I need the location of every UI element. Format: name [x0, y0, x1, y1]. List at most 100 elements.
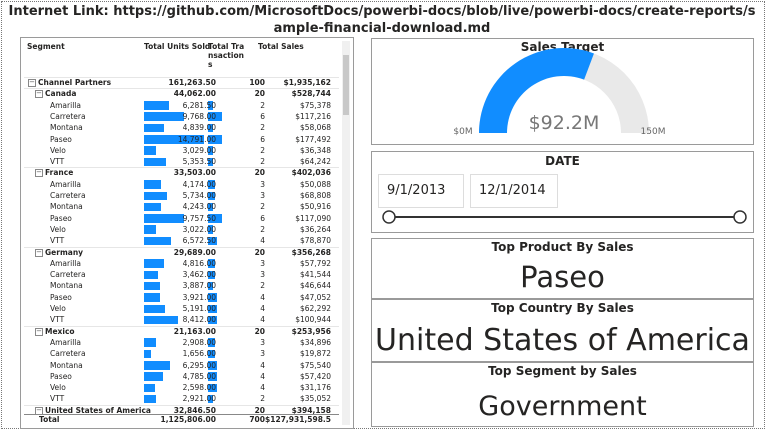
table-cell: $394,158: [291, 405, 331, 415]
transactions-data-bar: [208, 236, 218, 246]
table-cell: 14,791.00: [177, 134, 216, 144]
card-title: Top Product By Sales: [491, 240, 634, 254]
table-cell: 3,029.00: [182, 145, 216, 155]
units-data-bar: [144, 214, 184, 223]
table-cell: 20: [254, 326, 265, 336]
expand-toggle[interactable]: −: [35, 247, 43, 257]
table-cell: $36,264: [299, 224, 331, 234]
units-data-bar: [144, 202, 162, 212]
table-cell: $64,242: [299, 157, 331, 167]
table-cell: 3: [260, 337, 265, 347]
table-cell: 3: [260, 270, 265, 280]
slider-handle-end[interactable]: [733, 210, 747, 224]
table-cell: 6: [260, 134, 265, 144]
date-slicer[interactable]: DATE 9/1/2013 12/1/2014: [371, 151, 754, 233]
table-cell: $100,944: [295, 315, 331, 325]
table-cell: $41,544: [299, 270, 331, 280]
table-cell: $75,540: [299, 360, 331, 370]
units-data-bar: [144, 101, 170, 110]
transactions-data-bar: [208, 394, 213, 404]
table-cell: $31,176: [299, 383, 331, 393]
table-cell: 2,921.00: [182, 394, 216, 404]
table-cell: $50,916: [299, 202, 331, 212]
table-cell: $117,216: [295, 111, 331, 121]
table-cell: 3,462.00: [182, 270, 216, 280]
column-header: Segment: [27, 42, 65, 51]
table-cell: 20: [254, 168, 265, 178]
table-cell: 4: [260, 360, 265, 370]
units-data-bar: [144, 338, 156, 347]
units-data-bar: [144, 259, 164, 268]
transactions-data-bar: [208, 225, 213, 234]
matrix-visual[interactable]: Segment Total Units Sold Total Transaction…: [20, 37, 354, 429]
transactions-data-bar: [208, 293, 218, 302]
expand-toggle[interactable]: −: [35, 89, 43, 99]
scrollbar[interactable]: [342, 41, 350, 425]
table-cell: 21,163.00: [173, 326, 216, 336]
card-value: Paseo: [520, 260, 605, 294]
row-label: Amarilla: [50, 258, 81, 268]
table-cell: $356,268: [291, 247, 331, 257]
row-label: Mexico: [45, 326, 75, 336]
table-cell: 20: [254, 247, 265, 257]
row-label: Montana: [50, 360, 83, 370]
transactions-data-bar: [208, 135, 222, 144]
table-cell: 6: [260, 111, 265, 121]
table-cell: $57,792: [299, 258, 331, 268]
row-label: Amarilla: [50, 179, 81, 189]
units-data-bar: [144, 372, 164, 381]
table-cell: 4,785.00: [182, 371, 216, 381]
total-cell: $127,931,598.5: [265, 415, 331, 424]
row-label: VTT: [50, 315, 65, 325]
transactions-data-bar: [208, 270, 215, 280]
table-cell: 3,022.00: [182, 224, 216, 234]
total-divider: [24, 414, 339, 415]
table-cell: $57,420: [299, 371, 331, 381]
table-cell: 5,191.00: [182, 304, 216, 313]
row-label: Velo: [50, 224, 66, 234]
row-label: Paseo: [50, 292, 72, 302]
row-label: Paseo: [50, 213, 72, 223]
row-label: Amarilla: [50, 337, 81, 347]
table-cell: 2: [260, 281, 265, 291]
table-cell: 33,503.00: [173, 168, 216, 178]
table-cell: 2: [260, 100, 265, 110]
transactions-data-bar: [208, 123, 213, 133]
row-label: Velo: [50, 304, 66, 313]
scroll-thumb[interactable]: [343, 55, 349, 115]
expand-toggle[interactable]: −: [28, 78, 36, 87]
row-label: VTT: [50, 157, 65, 167]
table-cell: 2: [260, 202, 265, 212]
table-cell: 2,598.00: [182, 383, 216, 393]
row-label: Paseo: [50, 134, 72, 144]
header-title: Internet Link: https://github.com/Micros…: [8, 4, 756, 36]
table-cell: 9,768.00: [182, 111, 216, 121]
date-range-slider[interactable]: [372, 207, 753, 227]
transactions-data-bar: [208, 338, 215, 347]
card-value: Government: [478, 391, 647, 422]
expand-toggle[interactable]: −: [35, 326, 43, 336]
total-cell: 1,125,806.00: [160, 415, 216, 424]
slider-handle-start[interactable]: [382, 210, 396, 224]
table-cell: 4,243.00: [182, 202, 216, 212]
units-data-bar: [144, 236, 171, 246]
table-cell: $34,896: [299, 337, 331, 347]
row-label: Velo: [50, 145, 66, 155]
column-header: Total Transactions: [208, 42, 245, 69]
table-cell: 1,656.00: [182, 349, 216, 359]
table-cell: 6,281.50: [182, 100, 216, 110]
table-cell: 2: [260, 394, 265, 404]
row-divider: [24, 325, 339, 327]
table-cell: $78,870: [299, 236, 331, 246]
table-cell: 8,412.00: [182, 315, 216, 325]
units-data-bar: [144, 304, 166, 313]
table-cell: $68,808: [299, 191, 331, 200]
start-date[interactable]: 9/1/2013: [378, 174, 464, 208]
table-cell: 4: [260, 383, 265, 393]
row-label: United States of America: [45, 405, 151, 415]
transactions-data-bar: [208, 259, 215, 268]
gauge-visual: Sales Target $92.2M $0M 150M: [371, 38, 754, 145]
end-date[interactable]: 12/1/2014: [470, 174, 558, 208]
expand-toggle[interactable]: −: [35, 168, 43, 178]
row-label: Carretera: [50, 111, 86, 121]
